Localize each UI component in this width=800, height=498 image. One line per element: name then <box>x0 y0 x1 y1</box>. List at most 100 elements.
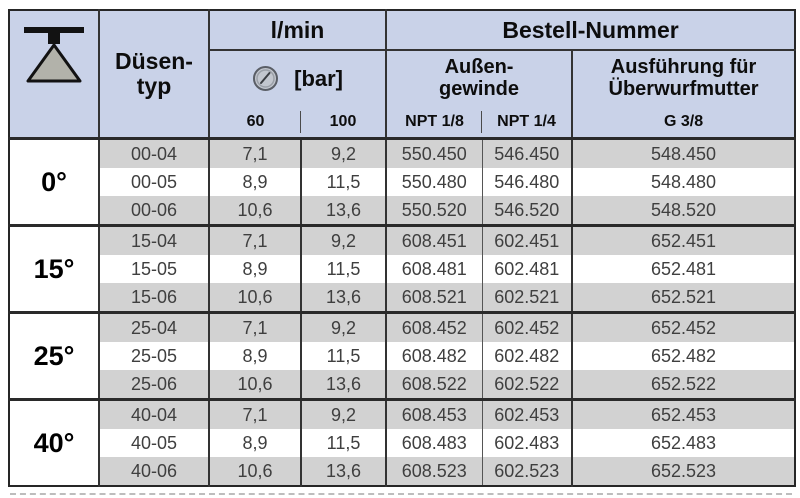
cell-typ: 00-06 <box>99 196 210 226</box>
column-header-duesentyp: Düsen- typ <box>99 10 210 139</box>
cell-typ: 40-04 <box>99 398 210 429</box>
column-header-aussengewinde: Außen- gewinde <box>386 50 574 107</box>
cell-lmin-60: 8,9 <box>209 168 302 196</box>
table-row: 25° 25-04 7,1 9,2 608.452 602.452 652.45… <box>9 311 796 400</box>
cell-typ: 40-06 <box>99 457 210 486</box>
cell-npt14: 602.453 <box>482 398 574 429</box>
table-row: 40° 40-04 7,1 9,2 608.453 602.453 652.45… <box>9 398 796 486</box>
cell-npt14: 602.481 <box>482 255 574 283</box>
column-header-npt14: NPT 1/4 <box>482 107 574 139</box>
cell-lmin-60: 8,9 <box>209 342 302 370</box>
table-row: 15-06 10,6 13,6 608.521 602.521 652.521 <box>9 283 796 313</box>
angle-cell: 25° <box>9 311 100 400</box>
cell-npt18: 550.520 <box>386 196 483 226</box>
header-divider <box>300 111 301 133</box>
angle-cell: 0° <box>9 137 100 226</box>
pressure-gauge-icon <box>252 65 294 92</box>
cell-npt18: 608.481 <box>386 255 483 283</box>
cell-g38: 652.453 <box>572 398 796 429</box>
aussengewinde-line1: Außen- <box>444 56 514 79</box>
cell-npt18: 608.521 <box>386 283 483 313</box>
cell-npt18: 608.451 <box>386 224 483 255</box>
cell-g38: 548.480 <box>572 168 796 196</box>
header-divider <box>481 111 483 133</box>
cell-typ: 15-06 <box>99 283 210 313</box>
cell-npt18: 608.482 <box>386 342 483 370</box>
cell-typ: 25-06 <box>99 370 210 400</box>
cell-lmin-60: 10,6 <box>209 370 302 400</box>
column-header-60bar: 60 <box>209 107 301 139</box>
header-row-1: Düsen- typ l/min Bestell-Nummer <box>9 10 796 139</box>
duesentyp-line2: typ <box>136 73 172 99</box>
cell-lmin-100: 13,6 <box>301 370 388 400</box>
header-row-3: 60 100 NPT 1/8 NPT 1/4 G 3/8 <box>9 107 796 139</box>
cell-typ: 00-04 <box>99 137 210 168</box>
cell-g38: 652.481 <box>572 255 796 283</box>
nozzle-icon-cell <box>9 10 100 139</box>
table-row: 40-06 10,6 13,6 608.523 602.523 652.523 <box>9 457 796 486</box>
table-row: 0° 00-04 7,1 9,2 550.450 546.450 548.450 <box>9 137 796 226</box>
table-row: 00-05 8,9 11,5 550.480 546.480 548.480 <box>9 168 796 196</box>
cell-lmin-100: 9,2 <box>301 311 388 342</box>
cell-npt14: 602.521 <box>482 283 574 313</box>
cell-g38: 548.450 <box>572 137 796 168</box>
cell-lmin-60: 10,6 <box>209 457 302 486</box>
cell-npt18: 608.452 <box>386 311 483 342</box>
column-header-npt18: NPT 1/8 <box>386 107 483 139</box>
cell-g38: 652.482 <box>572 342 796 370</box>
cell-npt18: 608.453 <box>386 398 483 429</box>
cell-typ: 25-04 <box>99 311 210 342</box>
cell-typ: 15-05 <box>99 255 210 283</box>
cell-npt14: 602.451 <box>482 224 574 255</box>
cell-lmin-60: 10,6 <box>209 283 302 313</box>
cell-g38: 652.451 <box>572 224 796 255</box>
page-edge-dashed-line <box>10 493 792 495</box>
cell-npt14: 602.482 <box>482 342 574 370</box>
column-header-lmin: l/min <box>209 10 388 51</box>
duesentyp-line1: Düsen- <box>115 47 193 74</box>
cell-g38: 652.522 <box>572 370 796 400</box>
cell-lmin-100: 9,2 <box>301 224 388 255</box>
cell-g38: 652.483 <box>572 429 796 457</box>
cell-npt18: 608.483 <box>386 429 483 457</box>
table-row: 15-05 8,9 11,5 608.481 602.481 652.481 <box>9 255 796 283</box>
cell-g38: 652.452 <box>572 311 796 342</box>
cell-g38: 652.523 <box>572 457 796 486</box>
ausfuehrung-line1: Ausführung für <box>610 56 757 79</box>
cell-npt14: 602.523 <box>482 457 574 486</box>
cell-lmin-100: 11,5 <box>301 255 388 283</box>
column-header-bestell-nummer: Bestell-Nummer <box>386 10 796 51</box>
cell-npt14: 546.480 <box>482 168 574 196</box>
column-header-ausfuehrung: Ausführung für Überwurfmutter <box>572 50 796 107</box>
pressure-bar-header: [bar] <box>209 50 388 107</box>
header-row-2: [bar] Außen- gewinde Ausführung für Über… <box>9 50 796 107</box>
cell-lmin-100: 13,6 <box>301 196 388 226</box>
table-row: 25-06 10,6 13,6 608.522 602.522 652.522 <box>9 370 796 400</box>
column-header-g38: G 3/8 <box>572 107 796 139</box>
cell-lmin-60: 10,6 <box>209 196 302 226</box>
cell-npt14: 546.520 <box>482 196 574 226</box>
cell-npt18: 608.522 <box>386 370 483 400</box>
cell-typ: 25-05 <box>99 342 210 370</box>
cell-lmin-100: 13,6 <box>301 283 388 313</box>
spray-nozzle-icon <box>10 23 97 89</box>
cell-npt18: 608.523 <box>386 457 483 486</box>
nozzle-spec-table: Düsen- typ l/min Bestell-Nummer [bar] <box>8 9 797 487</box>
ausfuehrung-line2: Überwurfmutter <box>608 78 759 100</box>
cell-lmin-100: 9,2 <box>301 137 388 168</box>
angle-cell: 15° <box>9 224 100 313</box>
cell-npt14: 546.450 <box>482 137 574 168</box>
cell-lmin-100: 11,5 <box>301 342 388 370</box>
table-row: 15° 15-04 7,1 9,2 608.451 602.451 652.45… <box>9 224 796 313</box>
cell-lmin-60: 8,9 <box>209 255 302 283</box>
cell-g38: 548.520 <box>572 196 796 226</box>
cell-typ: 40-05 <box>99 429 210 457</box>
cell-typ: 15-04 <box>99 224 210 255</box>
cell-lmin-100: 11,5 <box>301 429 388 457</box>
cell-g38: 652.521 <box>572 283 796 313</box>
cell-npt18: 550.450 <box>386 137 483 168</box>
cell-npt14: 602.452 <box>482 311 574 342</box>
cell-npt14: 602.522 <box>482 370 574 400</box>
aussengewinde-line2: gewinde <box>439 78 520 100</box>
